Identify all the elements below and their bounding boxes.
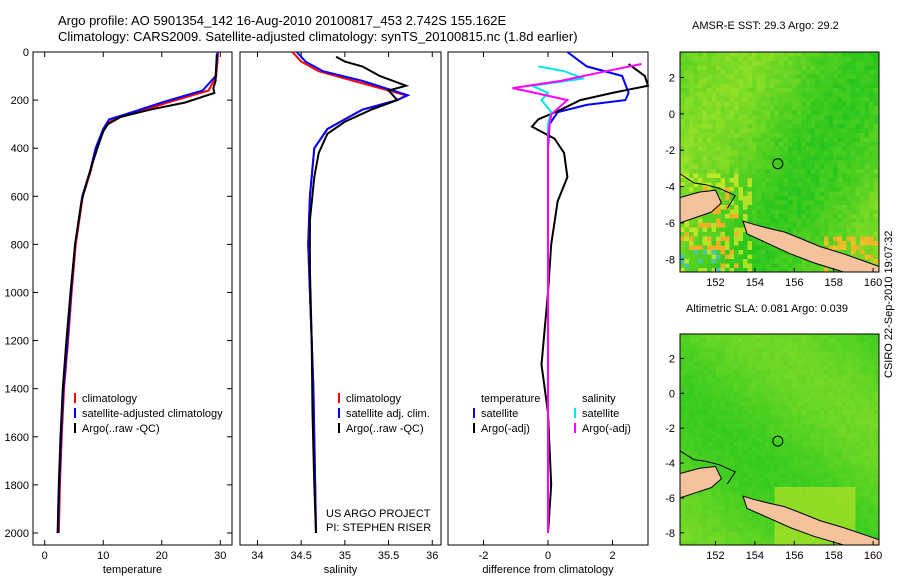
legend-temp-0: climatology (82, 393, 138, 405)
x-tick-label: 156 (785, 277, 803, 289)
map-cells (680, 52, 879, 272)
x-tick-label: 160 (864, 550, 882, 562)
sla-map-title: Altimetric SLA: 0.081 Argo: 0.039 (686, 303, 849, 315)
y-tick-label: 1600 (5, 432, 29, 444)
x-tick-label: 35 (339, 550, 351, 562)
legend-diff-sal-head: salinity (582, 393, 616, 405)
profile-panel-3 (447, 51, 650, 546)
y-tick-label: 2000 (5, 528, 29, 540)
legend-sal-2: Argo(..raw -QC) (346, 423, 424, 435)
argo-location-marker (772, 158, 784, 170)
x-tick-label: 156 (785, 550, 803, 562)
x-tick-label: 160 (864, 277, 882, 289)
pi-annotation: PI: STEPHEN RISER (326, 522, 431, 534)
sst-map (679, 51, 880, 273)
sst-map-title: AMSR-E SST: 29.3 Argo: 29.2 (692, 20, 839, 32)
x-tick-label: 2 (609, 550, 615, 562)
y-tick-label: -4 (665, 458, 675, 470)
y-tick-label: 600 (11, 191, 29, 203)
x-axis-label: temperature (103, 564, 162, 576)
x-tick-label: 154 (746, 550, 764, 562)
sla-map (679, 333, 880, 546)
land-mass (680, 465, 723, 499)
x-axis-label: difference from climatology (482, 564, 614, 576)
project-annotation: US ARGO PROJECT (326, 508, 431, 520)
y-tick-label: 0 (669, 388, 675, 400)
coastline (680, 450, 736, 485)
y-tick-label: 2 (669, 72, 675, 84)
climatology-subtitle: Climatology: CARS2009. Satellite-adjuste… (58, 29, 578, 44)
x-tick-label: 30 (214, 550, 226, 562)
y-tick-label: -6 (665, 493, 675, 505)
y-tick-label: -2 (665, 423, 675, 435)
y-tick-label: 400 (11, 143, 29, 155)
y-tick-label: -8 (665, 254, 675, 266)
legend-temp-1: satellite-adjusted climatology (82, 408, 223, 420)
series-line-salinity-argo-adj- (512, 63, 642, 533)
y-tick-label: 1200 (5, 336, 29, 348)
x-tick-label: 158 (825, 550, 843, 562)
land-mass (680, 189, 723, 224)
y-tick-label: 800 (11, 239, 29, 251)
legend-sal-0: climatology (346, 393, 402, 405)
legend-diff-sal-1: satellite (582, 408, 619, 420)
y-tick-label: 1800 (5, 480, 29, 492)
series-line-argo-raw-qc- (308, 55, 410, 534)
map-frame (679, 51, 880, 273)
x-tick-label: 20 (156, 550, 168, 562)
map-frame (679, 333, 880, 546)
x-axis-label: salinity (324, 564, 358, 576)
series-line-argo-raw-qc- (56, 54, 218, 534)
profile-panel-1 (32, 51, 233, 546)
x-tick-label: 158 (825, 277, 843, 289)
land-mass (742, 495, 879, 545)
y-tick-label: 2 (669, 353, 675, 365)
x-tick-label: 0 (42, 550, 48, 562)
legend-diff-temp-1: satellite (481, 408, 518, 420)
x-tick-label: 152 (706, 277, 724, 289)
legend-diff-temp-2: Argo(-adj) (481, 423, 530, 435)
x-tick-label: 0 (545, 550, 551, 562)
y-tick-label: -2 (665, 145, 675, 157)
y-tick-label: 1400 (5, 384, 29, 396)
x-tick-label: 154 (746, 277, 764, 289)
x-tick-label: 10 (97, 550, 109, 562)
land-mass (742, 220, 879, 272)
x-tick-label: 34.5 (290, 550, 311, 562)
legend-sal-1: satellite adj. clim. (346, 408, 430, 420)
legend-diff-temp-head: temperature (481, 393, 540, 405)
y-tick-label: -4 (665, 182, 675, 194)
y-tick-label: 0 (669, 109, 675, 121)
legend-diff-sal-2: Argo(-adj) (582, 423, 631, 435)
x-tick-label: 152 (706, 550, 724, 562)
panel-frame (32, 51, 233, 546)
argo-location-marker (772, 435, 784, 447)
profile-title: Argo profile: AO 5901354_142 16-Aug-2010… (58, 13, 507, 28)
legend-temp-2: Argo(..raw -QC) (82, 423, 160, 435)
y-tick-label: -8 (665, 528, 675, 540)
x-tick-label: 34 (251, 550, 263, 562)
panel-frame (239, 51, 442, 546)
coastline (680, 173, 736, 209)
profile-panel-2 (239, 51, 442, 546)
series-line-temperature-argo-adj- (530, 63, 650, 534)
map-cells (680, 334, 879, 545)
y-tick-label: 1000 (5, 287, 29, 299)
y-tick-label: 200 (11, 95, 29, 107)
y-tick-label: -6 (665, 218, 675, 230)
x-tick-label: 35.5 (378, 550, 399, 562)
x-tick-label: -2 (479, 550, 489, 562)
y-tick-label: 0 (23, 47, 29, 59)
x-tick-label: 36 (426, 550, 438, 562)
